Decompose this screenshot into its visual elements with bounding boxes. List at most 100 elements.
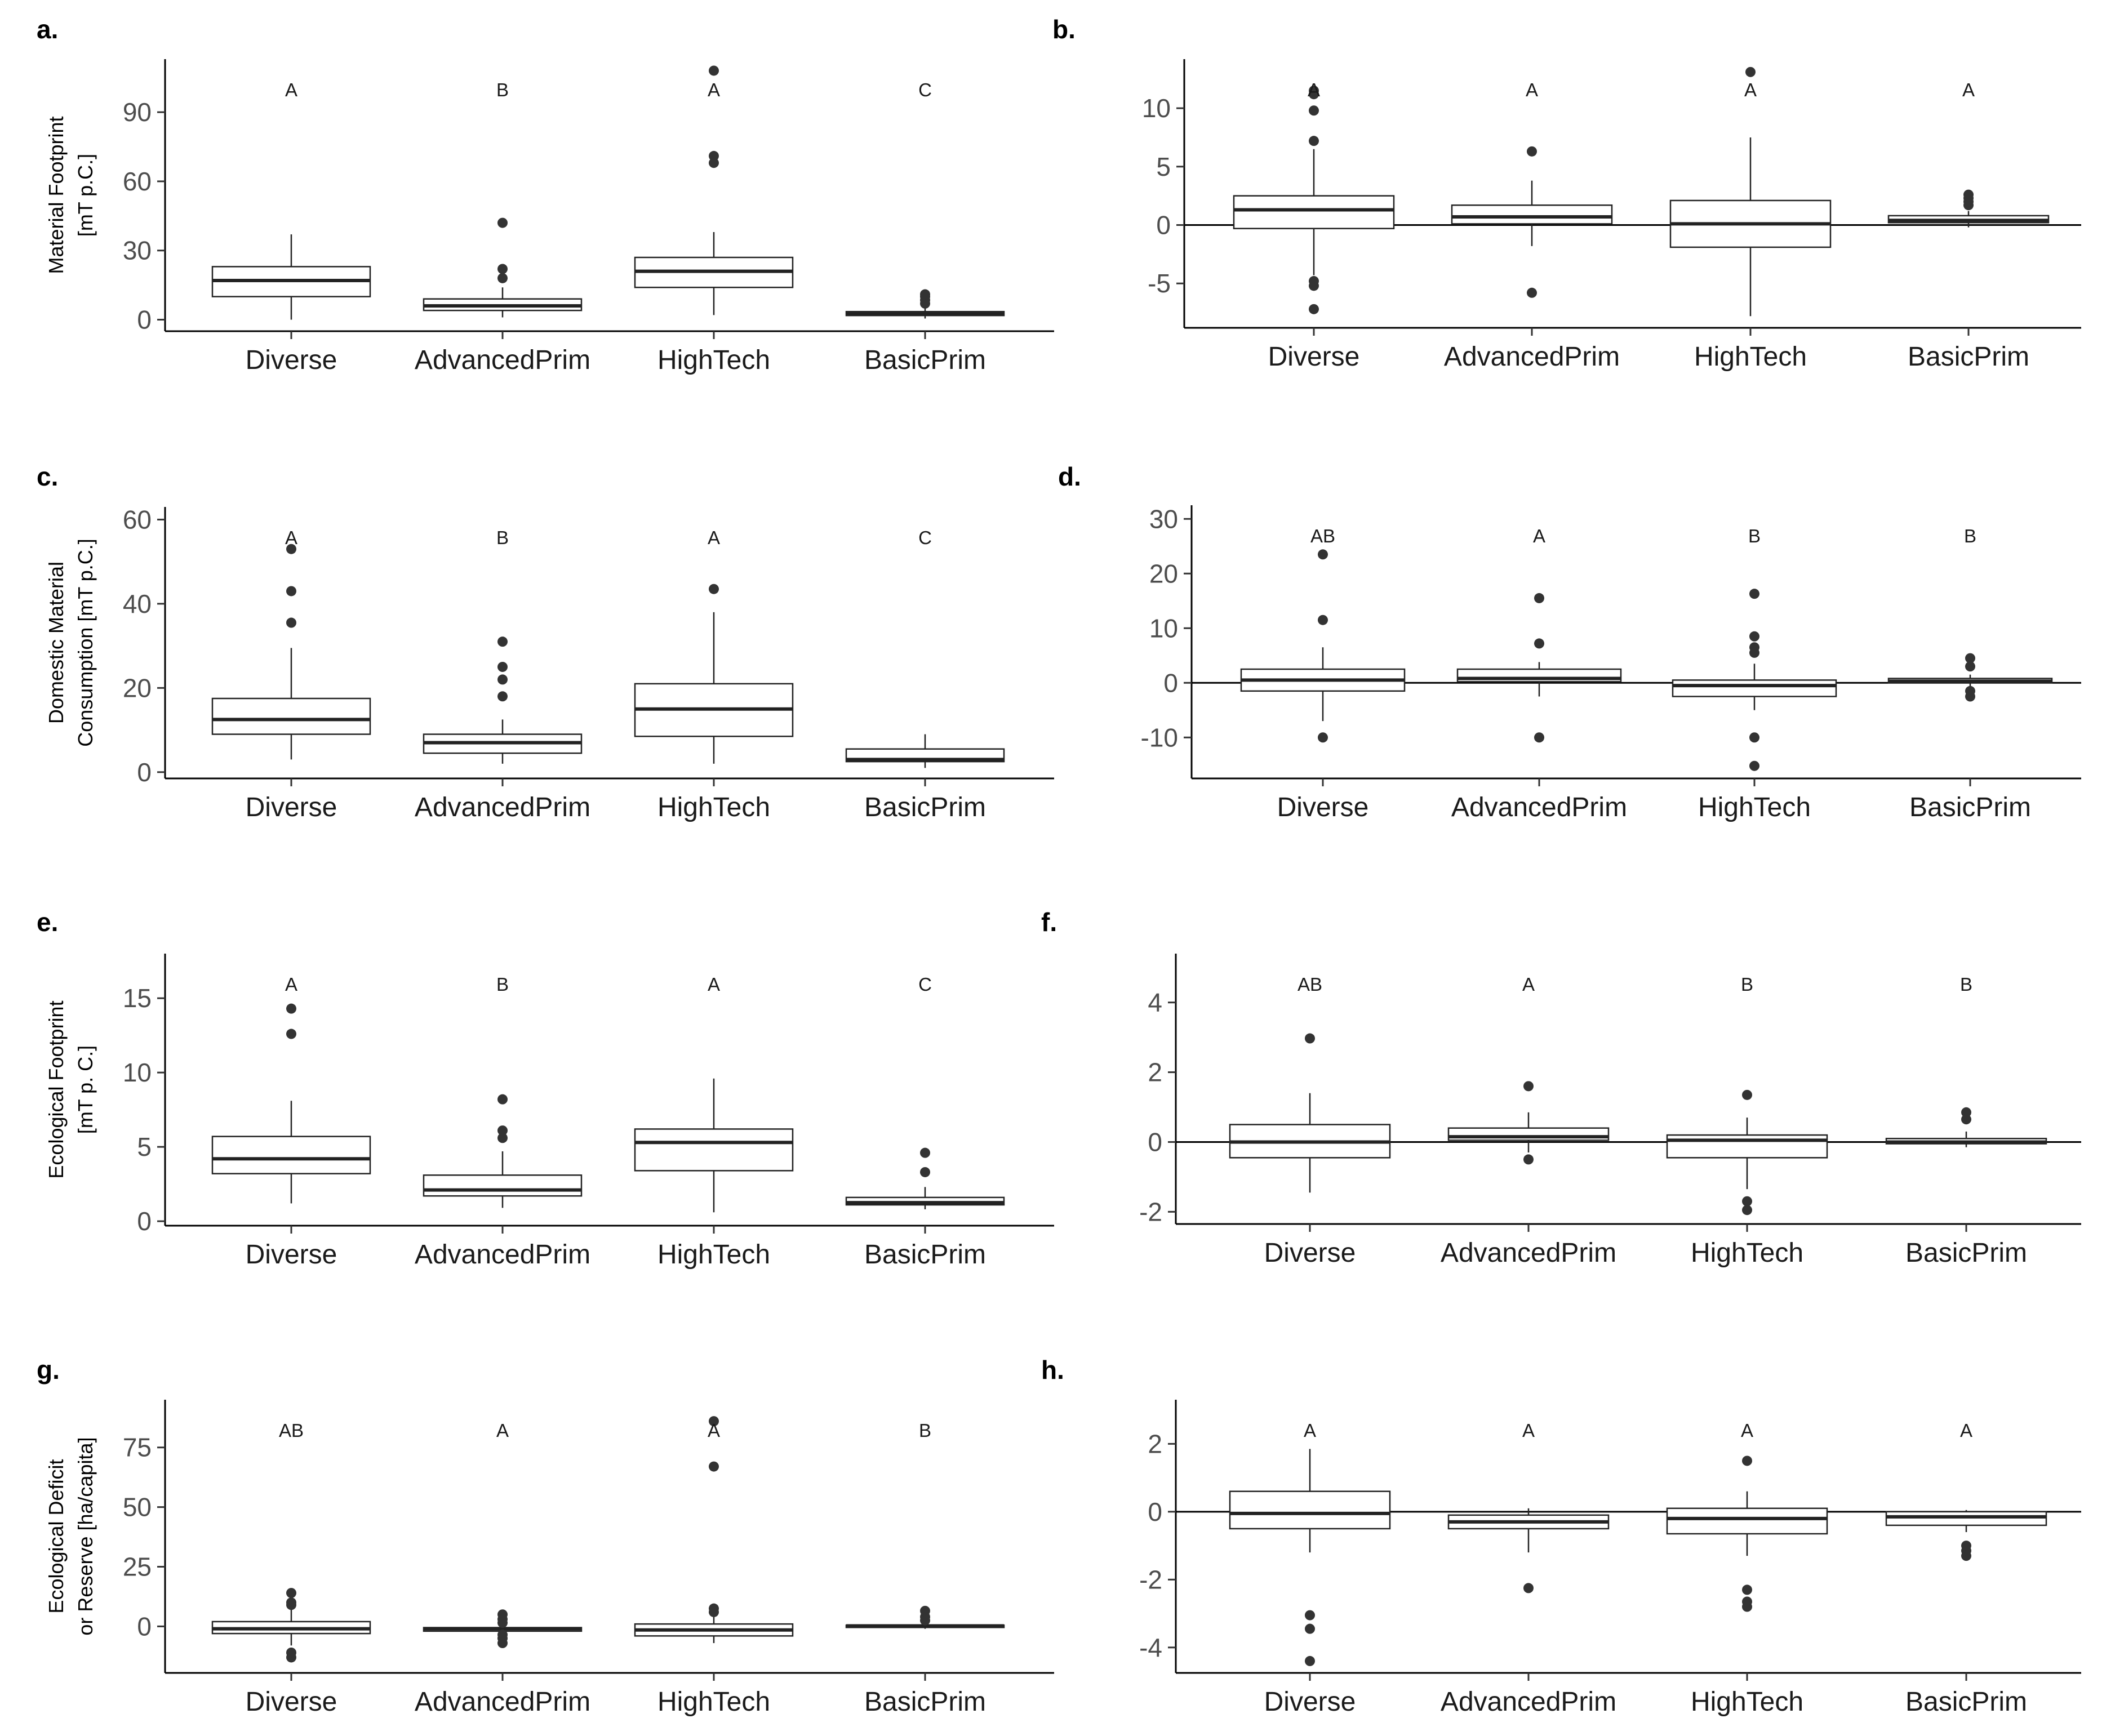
y-axis-title-line: [mT p.C.] bbox=[74, 154, 97, 237]
significance-letter: A bbox=[1533, 526, 1545, 546]
panel-b: b. -5 0 5 10 Diverse A AdvancedPrim A HighTech A Ba… bbox=[1052, 15, 2081, 372]
box-advancedprim bbox=[423, 217, 583, 318]
outlier-point bbox=[497, 661, 508, 672]
outlier-point bbox=[1961, 1541, 1971, 1551]
outlier-point bbox=[1965, 653, 1975, 664]
box-hightech bbox=[634, 1416, 794, 1644]
y-tick-label: 5 bbox=[1156, 152, 1171, 181]
outlier-point bbox=[1965, 686, 1975, 696]
outlier-point bbox=[920, 1147, 930, 1158]
significance-letter: A bbox=[285, 527, 297, 548]
x-category-label: HighTech bbox=[657, 793, 770, 822]
iqr-box bbox=[1666, 1507, 1828, 1535]
panel-g: g. Ecological Deficit or Reserve [ha/capit… bbox=[37, 1355, 1054, 1717]
outlier-point bbox=[1534, 732, 1544, 743]
box-basicprim bbox=[1887, 653, 2053, 702]
outlier-point bbox=[1305, 1610, 1315, 1621]
outlier-point bbox=[1318, 732, 1328, 743]
x-category-label: AdvancedPrim bbox=[1441, 1238, 1616, 1268]
y-tick-label: 0 bbox=[1163, 668, 1178, 697]
significance-letter: A bbox=[1744, 79, 1757, 100]
outlier-point bbox=[286, 617, 296, 628]
significance-letter: AB bbox=[1297, 974, 1322, 995]
x-category-label: AdvancedPrim bbox=[1441, 1687, 1616, 1717]
box-advancedprim bbox=[1447, 1081, 1610, 1165]
panel-f: f. -2 0 2 4 Diverse AB AdvancedPrim A HighTech B Ba… bbox=[1041, 907, 2081, 1268]
outlier-point bbox=[1742, 1455, 1752, 1466]
x-category-label: HighTech bbox=[1691, 1687, 1803, 1717]
outlier-point bbox=[1742, 1596, 1752, 1607]
outlier-point bbox=[1749, 732, 1759, 743]
outlier-point bbox=[1318, 549, 1328, 560]
significance-letter: B bbox=[919, 1420, 931, 1441]
x-category-label: BasicPrim bbox=[864, 793, 986, 822]
x-category-label: HighTech bbox=[657, 1687, 770, 1717]
x-category-label: Diverse bbox=[1277, 793, 1369, 822]
significance-letter: A bbox=[1741, 1420, 1753, 1441]
iqr-box bbox=[1233, 195, 1395, 229]
outlier-point bbox=[497, 1125, 508, 1136]
box-basicprim bbox=[845, 1147, 1005, 1209]
iqr-box bbox=[211, 1136, 371, 1174]
outlier-point bbox=[1309, 105, 1319, 116]
significance-letter: A bbox=[708, 974, 720, 995]
iqr-box bbox=[1885, 1511, 2047, 1526]
panel-letter: f. bbox=[1041, 907, 1057, 937]
x-category-label: BasicPrim bbox=[1905, 1687, 2027, 1717]
y-tick-label: 10 bbox=[1142, 94, 1171, 123]
outlier-point bbox=[1749, 631, 1759, 642]
y-tick-label: 0 bbox=[137, 1207, 152, 1236]
outlier-point bbox=[1742, 1584, 1752, 1595]
outlier-point bbox=[497, 273, 508, 283]
box-basicprim bbox=[1885, 1510, 2047, 1561]
y-tick-label: 10 bbox=[1149, 613, 1178, 643]
outlier-point bbox=[1961, 1107, 1971, 1118]
outlier-point bbox=[286, 544, 296, 554]
outlier-point bbox=[497, 1609, 508, 1620]
y-tick-label: 50 bbox=[123, 1493, 152, 1522]
outlier-point bbox=[1749, 642, 1759, 653]
y-tick-label: 2 bbox=[1148, 1058, 1162, 1087]
y-tick-label: -2 bbox=[1139, 1197, 1162, 1226]
outlier-point bbox=[1318, 615, 1328, 625]
box-diverse bbox=[211, 234, 371, 320]
outlier-point bbox=[1305, 1033, 1315, 1044]
outlier-point bbox=[497, 1630, 508, 1640]
box-advancedprim bbox=[1447, 1508, 1610, 1593]
box-basicprim bbox=[1887, 189, 2050, 228]
box-hightech bbox=[634, 1078, 794, 1213]
outlier-point bbox=[1961, 1114, 1971, 1125]
significance-letter: AB bbox=[1310, 526, 1335, 546]
y-tick-label: 20 bbox=[123, 673, 152, 702]
iqr-box bbox=[634, 1128, 794, 1172]
outlier-point bbox=[709, 150, 719, 161]
y-tick-label: 0 bbox=[1156, 210, 1171, 239]
box-diverse bbox=[211, 1588, 371, 1663]
outlier-point bbox=[920, 1605, 930, 1616]
y-tick-label: -5 bbox=[1148, 269, 1171, 298]
iqr-box bbox=[1666, 1134, 1828, 1159]
outlier-point bbox=[1742, 1089, 1752, 1100]
y-tick-label: 60 bbox=[123, 167, 152, 196]
panel-d: d. -10 0 10 20 30 Diverse AB AdvancedPrim A HighTe… bbox=[1058, 462, 2081, 822]
outlier-point bbox=[1523, 1081, 1534, 1092]
significance-letter: A bbox=[1522, 1420, 1535, 1441]
x-category-label: BasicPrim bbox=[1909, 793, 2031, 822]
y-tick-label: 90 bbox=[123, 97, 152, 127]
x-category-label: Diverse bbox=[1264, 1687, 1356, 1717]
y-tick-label: 0 bbox=[137, 305, 152, 335]
outlier-point bbox=[497, 1133, 508, 1143]
outlier-point bbox=[709, 584, 719, 594]
y-axis-title-line: Ecological Deficit bbox=[45, 1459, 68, 1613]
outlier-point bbox=[1965, 661, 1975, 672]
y-axis-title-line: Material Footprint bbox=[45, 116, 68, 274]
x-category-label: BasicPrim bbox=[864, 345, 986, 375]
outlier-point bbox=[1742, 1205, 1752, 1216]
panel-letter: b. bbox=[1052, 15, 1076, 44]
outlier-point bbox=[1749, 589, 1759, 599]
x-category-label: BasicPrim bbox=[1908, 342, 2029, 372]
significance-letter: C bbox=[918, 527, 932, 548]
x-category-label: AdvancedPrim bbox=[1451, 793, 1627, 822]
outlier-point bbox=[1309, 276, 1319, 287]
significance-letter: A bbox=[1308, 79, 1320, 100]
